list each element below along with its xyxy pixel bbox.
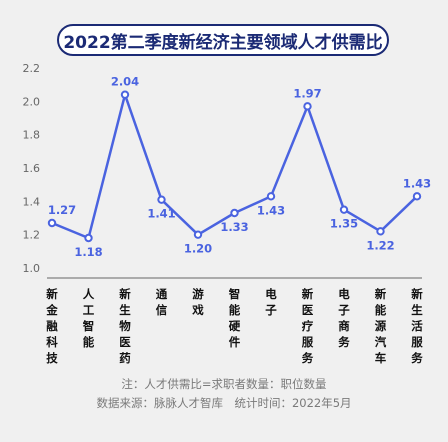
y-tick-label: 1.0 bbox=[23, 262, 41, 275]
x-tick-label: 游戏 bbox=[191, 287, 204, 317]
x-tick-label: 新生物医药 bbox=[119, 287, 131, 365]
data-label: 1.20 bbox=[184, 242, 212, 256]
y-tick-label: 2.2 bbox=[23, 62, 41, 75]
data-point bbox=[266, 192, 276, 201]
x-tick-label: 新医疗服务 bbox=[302, 287, 314, 365]
footnote: 注：人才供需比=求职者数量：职位数量 bbox=[121, 377, 327, 391]
x-tick-label: 新金融科技 bbox=[45, 287, 58, 365]
x-tick-label: 新能源汽车 bbox=[374, 287, 387, 365]
data-point bbox=[193, 230, 203, 239]
data-label: 1.97 bbox=[293, 86, 321, 100]
x-tick-label: 新生活服务 bbox=[411, 287, 423, 365]
data-point bbox=[412, 192, 422, 201]
data-point bbox=[230, 208, 239, 218]
x-tick-label: 电子商务 bbox=[338, 287, 350, 349]
data-label: 1.41 bbox=[147, 207, 175, 221]
data-label: 1.27 bbox=[48, 203, 76, 217]
data-label: 1.18 bbox=[74, 245, 102, 259]
chart-title: 2022第二季度新经济主要领域人才供需比 bbox=[57, 24, 389, 56]
data-point bbox=[303, 102, 312, 111]
data-point bbox=[84, 233, 93, 243]
data-label: 1.43 bbox=[257, 203, 285, 217]
data-label: 2.04 bbox=[111, 75, 139, 89]
data-point bbox=[120, 90, 130, 99]
data-source: 数据来源：脉脉人才智库 统计时间：2022年5月 bbox=[96, 396, 352, 410]
y-tick-label: 1.6 bbox=[23, 162, 41, 175]
data-label: 1.43 bbox=[403, 176, 431, 190]
data-label: 1.22 bbox=[366, 238, 394, 252]
y-tick-label: 1.8 bbox=[23, 129, 41, 142]
data-labels: 1.27 1.18 2.04 1.41 1.20 1.33 1.43 1.97 1.35 1.22… bbox=[48, 75, 431, 259]
data-point bbox=[376, 227, 385, 236]
y-tick-label: 1.2 bbox=[23, 229, 41, 242]
x-tick-label: 人工智能 bbox=[83, 287, 95, 349]
x-tick-label: 电子 bbox=[265, 287, 277, 317]
x-tick-label: 智能硬件 bbox=[229, 287, 241, 349]
y-tick-label: 2.0 bbox=[23, 95, 41, 108]
data-point bbox=[157, 195, 166, 204]
y-tick-labels: 1.0 1.2 1.4 1.6 1.8 2.0 2.2 bbox=[23, 62, 41, 275]
data-points bbox=[47, 90, 422, 243]
data-label: 1.35 bbox=[330, 217, 358, 231]
data-point bbox=[47, 218, 57, 228]
data-label: 1.33 bbox=[220, 220, 248, 234]
y-tick-label: 1.4 bbox=[23, 195, 41, 208]
x-tick-label: 通信 bbox=[156, 287, 168, 317]
data-point bbox=[339, 205, 349, 214]
